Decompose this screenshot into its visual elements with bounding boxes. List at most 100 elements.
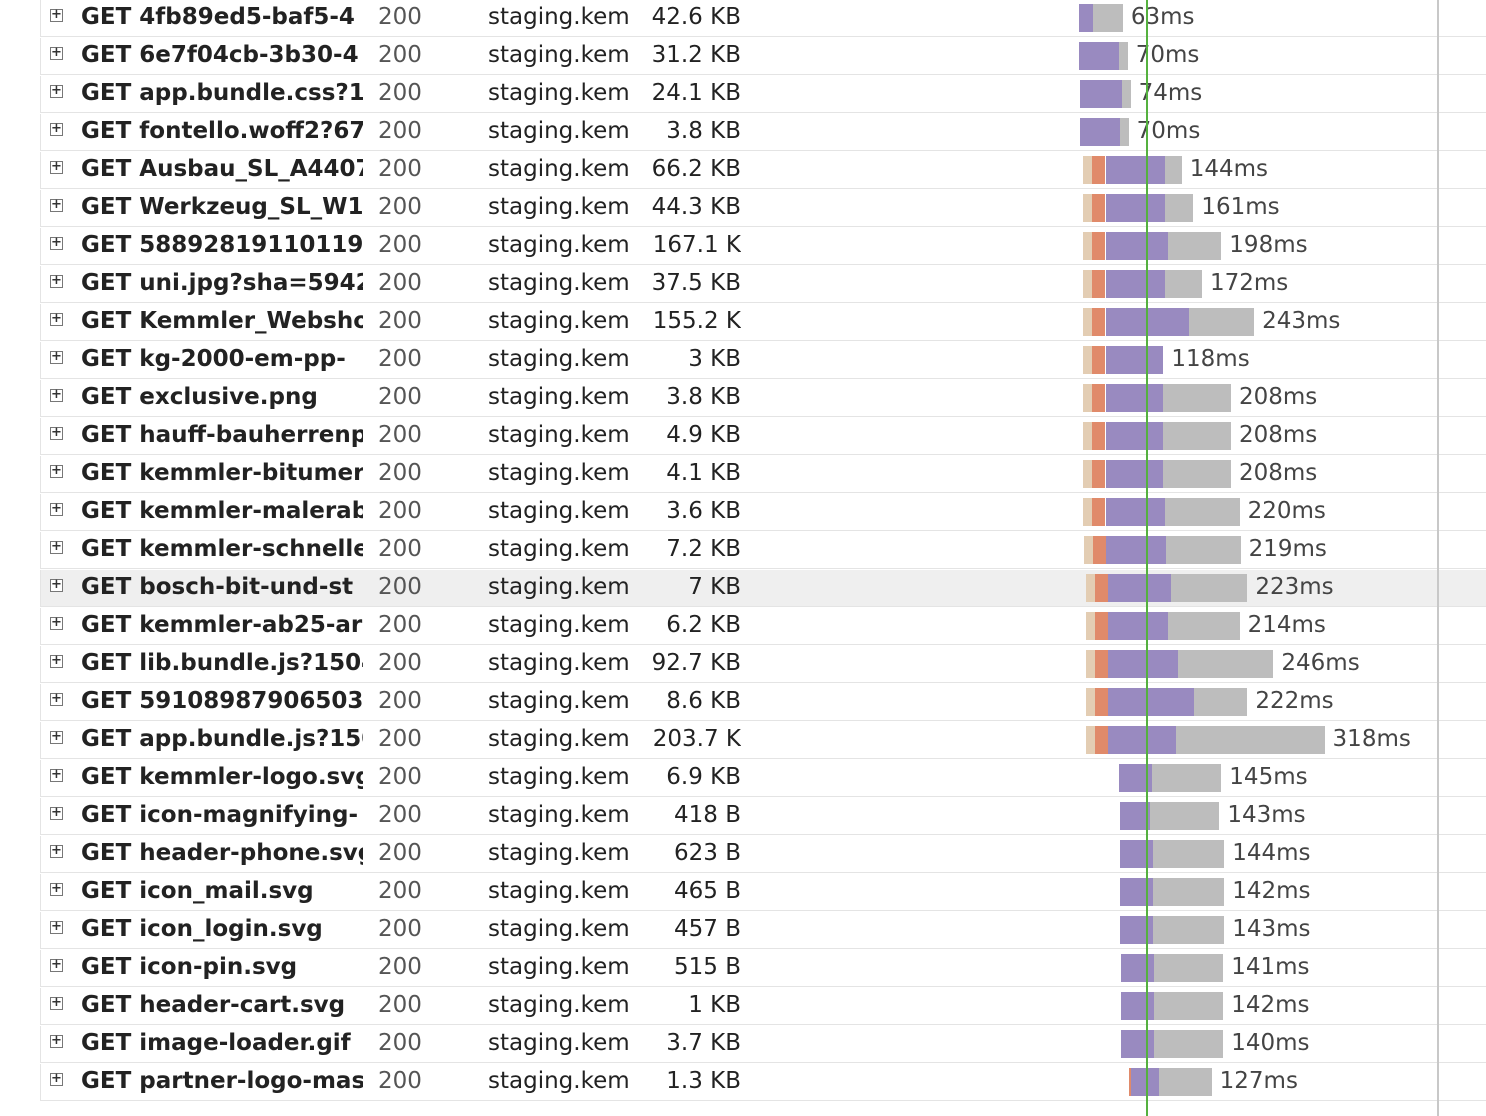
plus-box-icon[interactable]: + xyxy=(50,653,63,668)
request-row[interactable]: + GET kemmler-ab25-ar 200 staging.kemmler 6.… xyxy=(40,608,1486,645)
request-url[interactable]: GET icon_login.svg xyxy=(81,916,323,942)
plus-box-icon[interactable]: + xyxy=(50,843,63,858)
request-url[interactable]: GET kg-2000-em-pp- xyxy=(81,346,346,372)
request-row[interactable]: + GET fontello.woff2?67 200 staging.kemmler… xyxy=(40,114,1486,151)
request-row[interactable]: + GET icon-magnifying- 200 staging.kemmler 4… xyxy=(40,798,1486,835)
plus-box-icon[interactable]: + xyxy=(50,197,63,212)
request-url[interactable]: GET header-phone.svg xyxy=(81,840,363,866)
request-row[interactable]: + GET hauff-bauherrenp 200 staging.kemmler 4… xyxy=(40,418,1486,455)
plus-box-icon[interactable]: + xyxy=(50,83,63,98)
request-row[interactable]: + GET lib.bundle.js?1504 200 staging.kemmle… xyxy=(40,646,1486,683)
plus-box-icon[interactable]: + xyxy=(50,1071,63,1086)
plus-box-icon[interactable]: + xyxy=(50,691,63,706)
request-row[interactable]: + GET image-loader.gif 200 staging.kemmler 3… xyxy=(40,1026,1486,1063)
request-row[interactable]: + GET kemmler-bitumer 200 staging.kemmler 4.… xyxy=(40,456,1486,493)
request-row[interactable]: + GET kemmler-malerab 200 staging.kemmler 3.… xyxy=(40,494,1486,531)
request-url[interactable]: GET partner-logo-mas xyxy=(81,1068,363,1094)
request-duration: 222ms xyxy=(1255,688,1334,714)
request-url[interactable]: GET kemmler-bitumer xyxy=(81,460,363,486)
plus-box-icon[interactable]: + xyxy=(50,387,63,402)
timing-blocked-segment xyxy=(1086,574,1095,602)
request-url[interactable]: GET Kemmler_Websho xyxy=(81,308,363,334)
request-row[interactable]: + GET bosch-bit-und-st 200 staging.kemmler 7… xyxy=(40,570,1486,607)
timing-waiting-segment xyxy=(1120,992,1154,1020)
plus-box-icon[interactable]: + xyxy=(50,615,63,630)
plus-box-icon[interactable]: + xyxy=(50,45,63,60)
plus-box-icon[interactable]: + xyxy=(50,235,63,250)
plus-box-icon[interactable]: + xyxy=(50,919,63,934)
plus-box-icon[interactable]: + xyxy=(50,957,63,972)
timing-connect-segment xyxy=(1091,308,1106,336)
plus-box-icon[interactable]: + xyxy=(50,7,63,22)
request-url[interactable]: GET lib.bundle.js?1504 xyxy=(81,650,363,676)
plus-box-icon[interactable]: + xyxy=(50,1033,63,1048)
request-url[interactable]: GET image-loader.gif xyxy=(81,1030,351,1056)
request-url[interactable]: GET kemmler-logo.svg xyxy=(81,764,363,790)
request-row[interactable]: + GET Werkzeug_SL_W15 200 staging.kemmler 44… xyxy=(40,190,1486,227)
request-row[interactable]: + GET icon-pin.svg 200 staging.kemmler 515 B… xyxy=(40,950,1486,987)
plus-box-icon[interactable]: + xyxy=(50,425,63,440)
request-row[interactable]: + GET 4fb89ed5-baf5-4 200 staging.kemmler 42… xyxy=(40,0,1486,37)
request-row[interactable]: + GET header-phone.svg 200 staging.kemmler 6… xyxy=(40,836,1486,873)
request-row[interactable]: + GET kg-2000-em-pp- 200 staging.kemmler 3 K… xyxy=(40,342,1486,379)
request-url[interactable]: GET hauff-bauherrenp xyxy=(81,422,363,448)
request-row[interactable]: + GET kemmler-logo.svg 200 staging.kemmler 6… xyxy=(40,760,1486,797)
plus-box-icon[interactable]: + xyxy=(50,463,63,478)
request-row[interactable]: + GET Ausbau_SL_A4407 200 staging.kemmler 66… xyxy=(40,152,1486,189)
status-code: 200 xyxy=(378,308,422,334)
plus-box-icon[interactable]: + xyxy=(50,159,63,174)
request-url[interactable]: GET 58892819110119 xyxy=(81,232,363,258)
request-row[interactable]: + GET 59108987906503 200 staging.kemmler 8.6… xyxy=(40,684,1486,721)
request-url[interactable]: GET Ausbau_SL_A4407 xyxy=(81,156,363,182)
plus-box-icon[interactable]: + xyxy=(50,805,63,820)
request-url[interactable]: GET bosch-bit-und-st xyxy=(81,574,354,600)
request-url[interactable]: GET uni.jpg?sha=5942 xyxy=(81,270,363,296)
request-url[interactable]: GET kemmler-malerab xyxy=(81,498,363,524)
response-size: 92.7 KB xyxy=(651,650,741,676)
plus-box-icon[interactable]: + xyxy=(50,995,63,1010)
timing-receive-segment xyxy=(1175,726,1325,754)
request-row[interactable]: + GET app.bundle.css?15 200 staging.kemmler… xyxy=(40,76,1486,113)
request-row[interactable]: + GET 6e7f04cb-3b30-4 200 staging.kemmler 31… xyxy=(40,38,1486,75)
request-row[interactable]: + GET app.bundle.js?150 200 staging.kemmler… xyxy=(40,722,1486,759)
request-url[interactable]: GET kemmler-ab25-ar xyxy=(81,612,363,638)
plus-box-icon[interactable]: + xyxy=(50,767,63,782)
request-row[interactable]: + GET icon_mail.svg 200 staging.kemmler 465 … xyxy=(40,874,1486,911)
request-row[interactable]: + GET Kemmler_Websho 200 staging.kemmler 155… xyxy=(40,304,1486,341)
request-url[interactable]: GET exclusive.png xyxy=(81,384,318,410)
request-row[interactable]: + GET uni.jpg?sha=5942 200 staging.kemmler 3… xyxy=(40,266,1486,303)
request-url[interactable]: GET 59108987906503 xyxy=(81,688,363,714)
request-url[interactable]: GET 4fb89ed5-baf5-4 xyxy=(81,4,355,30)
request-row[interactable]: + GET exclusive.png 200 staging.kemmler 3.8 … xyxy=(40,380,1486,417)
request-url[interactable]: GET kemmler-schnelle xyxy=(81,536,363,562)
request-row[interactable]: + GET icon_login.svg 200 staging.kemmler 457… xyxy=(40,912,1486,949)
request-url[interactable]: GET fontello.woff2?67 xyxy=(81,118,363,144)
timing-receive-segment xyxy=(1163,422,1231,450)
request-url[interactable]: GET icon-magnifying- xyxy=(81,802,358,828)
plus-box-icon[interactable]: + xyxy=(50,729,63,744)
request-row[interactable]: + GET header-cart.svg 200 staging.kemmler 1 … xyxy=(40,988,1486,1025)
request-url[interactable]: GET icon-pin.svg xyxy=(81,954,298,980)
timing-receive-segment xyxy=(1153,1030,1224,1058)
plus-box-icon[interactable]: + xyxy=(50,539,63,554)
plus-box-icon[interactable]: + xyxy=(50,881,63,896)
plus-box-icon[interactable]: + xyxy=(50,349,63,364)
request-url[interactable]: GET app.bundle.css?15 xyxy=(81,80,363,106)
request-url[interactable]: GET 6e7f04cb-3b30-4 xyxy=(81,42,359,68)
request-url[interactable]: GET icon_mail.svg xyxy=(81,878,314,904)
plus-box-icon[interactable]: + xyxy=(50,311,63,326)
request-domain: staging.kemmler xyxy=(488,916,630,942)
response-size: 42.6 KB xyxy=(651,4,741,30)
request-url[interactable]: GET Werkzeug_SL_W15 xyxy=(81,194,363,220)
status-code: 200 xyxy=(378,574,422,600)
plus-box-icon[interactable]: + xyxy=(50,577,63,592)
request-url[interactable]: GET header-cart.svg xyxy=(81,992,346,1018)
plus-box-icon[interactable]: + xyxy=(50,121,63,136)
request-row[interactable]: + GET partner-logo-mas 200 staging.kemmler 1… xyxy=(40,1064,1486,1101)
request-domain: staging.kemmler xyxy=(488,992,630,1018)
plus-box-icon[interactable]: + xyxy=(50,273,63,288)
request-row[interactable]: + GET 58892819110119 200 staging.kemmler 167… xyxy=(40,228,1486,265)
request-row[interactable]: + GET kemmler-schnelle 200 staging.kemmler 7… xyxy=(40,532,1486,569)
request-url[interactable]: GET app.bundle.js?150 xyxy=(81,726,363,752)
plus-box-icon[interactable]: + xyxy=(50,501,63,516)
